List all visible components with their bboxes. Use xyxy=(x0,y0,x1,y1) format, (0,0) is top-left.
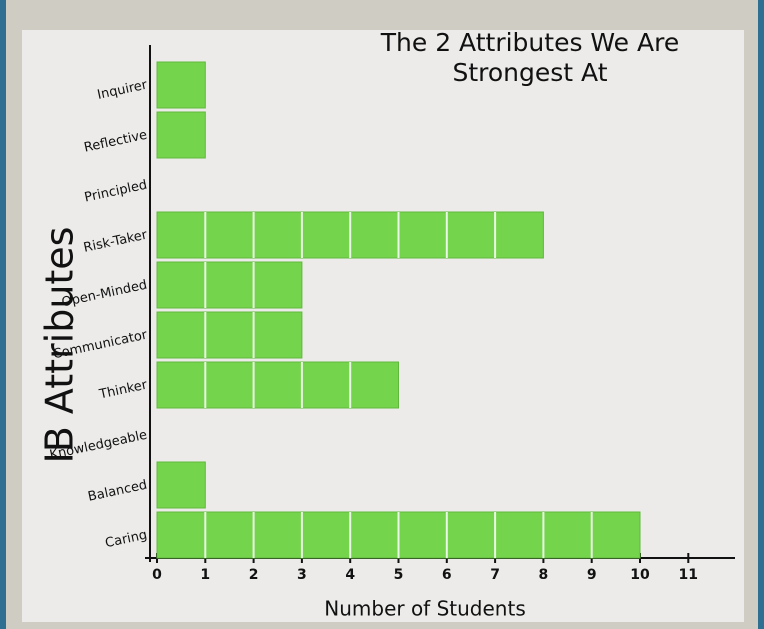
x-tick-label: 3 xyxy=(297,567,307,583)
x-tick-label: 9 xyxy=(587,567,597,583)
x-tick-label: 0 xyxy=(152,567,162,583)
bar xyxy=(156,261,303,309)
bar xyxy=(156,61,206,109)
x-tick-label: 7 xyxy=(490,567,500,583)
x-axis-label: Number of Students xyxy=(324,597,525,621)
bar xyxy=(156,361,399,409)
x-tick-label: 2 xyxy=(249,567,259,583)
x-tick-label: 4 xyxy=(345,567,355,583)
x-tick-label: 8 xyxy=(539,567,549,583)
x-tick-label: 5 xyxy=(394,567,404,583)
bar xyxy=(156,461,206,509)
x-tick-label: 10 xyxy=(630,567,650,583)
chart-title: The 2 Attributes We Are Strongest At xyxy=(380,28,680,87)
x-tick-label: 6 xyxy=(442,567,452,583)
x-tick-label: 1 xyxy=(200,567,210,583)
x-tick-label: 11 xyxy=(679,567,698,583)
bar xyxy=(156,111,206,159)
y-axis-label: IB Attributes xyxy=(38,227,82,464)
bar xyxy=(156,311,303,359)
